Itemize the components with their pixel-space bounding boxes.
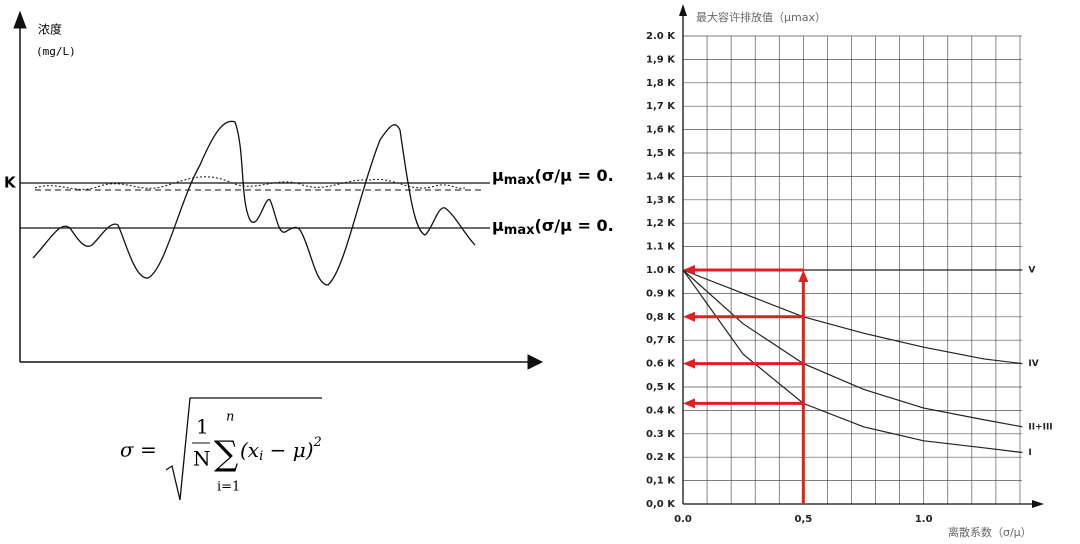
- numerator: 1: [196, 415, 209, 439]
- y-tick-label: 1,7 K: [646, 101, 676, 112]
- red-arrow-head: [683, 358, 695, 369]
- upper: n: [226, 410, 234, 425]
- y-tick-label: 1,6 K: [646, 125, 676, 136]
- y-tick-label: 1,8 K: [646, 78, 676, 89]
- y-tick-label: 1,5 K: [646, 148, 676, 159]
- close: − μ): [263, 438, 313, 462]
- y-tick-label: 0.2 K: [646, 452, 676, 463]
- denominator: N: [193, 447, 211, 471]
- y-tick-label: 0,8 K: [646, 312, 676, 323]
- y-unit: (mg/L): [36, 45, 76, 58]
- sub: max: [504, 173, 535, 188]
- y-tick-label: 0.4 K: [646, 405, 676, 416]
- y-tick-label: 2.0 K: [646, 31, 676, 42]
- plot: 0,0 K 0,1 K 0.2 K 0.3 K 0.4 K 0,5 K 0.6 K 0,7 K…: [646, 4, 1053, 525]
- y-tick-label: 0.9 K: [646, 288, 676, 299]
- series-label: II+III: [1028, 422, 1052, 432]
- line-label: μmax(σ/μ = 0.: [492, 166, 614, 188]
- y-label: 浓度: [38, 22, 62, 37]
- red-arrow-head: [683, 398, 695, 409]
- series-label: IV: [1028, 359, 1038, 369]
- raw-curve: [32, 120, 476, 286]
- k-label: K: [4, 174, 17, 192]
- concentration-diagram: [13, 10, 544, 370]
- red-arrow-head: [683, 311, 695, 322]
- text: (σ/μ = 0.: [535, 166, 614, 185]
- y-tick-label: 1,2 K: [646, 218, 676, 229]
- y-tick-label: 1,3 K: [646, 195, 676, 206]
- lhs: σ =: [120, 438, 157, 462]
- y-tick-label: 0,1 K: [646, 476, 676, 487]
- smooth-curve: [34, 176, 466, 190]
- arrow-head: [679, 4, 687, 16]
- formula: σ = 1 N ∑ n i=1 (xi − μ)2: [120, 397, 322, 501]
- x-tick-label: 0.0: [674, 514, 692, 525]
- series-line: [682, 269, 1023, 428]
- power: 2: [313, 435, 322, 450]
- red-arrow-head: [798, 270, 809, 282]
- y-tick-label: 0.6 K: [646, 359, 676, 370]
- y-tick-label: 0.3 K: [646, 429, 676, 440]
- x-tick-label: 0,5: [794, 514, 812, 525]
- x-label: 离散系数（σ/μ）: [948, 525, 1032, 539]
- series-line: [682, 269, 1023, 454]
- series-line: [682, 269, 1023, 365]
- y-tick-label: 0,7 K: [646, 335, 676, 346]
- y-tick-label: 1.1 K: [646, 242, 676, 253]
- y-tick-label: 1.0 K: [646, 265, 676, 276]
- sum: ∑: [214, 434, 238, 474]
- red-arrow-head: [683, 265, 695, 275]
- arrow-head: [1032, 500, 1044, 508]
- body: (xi − μ)2: [240, 435, 322, 464]
- lower: i=1: [217, 480, 240, 495]
- sqrt: [165, 397, 322, 501]
- chart-title: 最大容许排放值（μmax）: [696, 10, 826, 24]
- mu: μ: [492, 166, 504, 185]
- arrow-head: [13, 10, 27, 29]
- series-label: V: [1028, 266, 1035, 276]
- arrow-head: [527, 354, 544, 370]
- line-label: μmax(σ/μ = 0.: [492, 216, 614, 238]
- y-tick-label: 1,9 K: [646, 54, 676, 65]
- x-tick-label: 1.0: [915, 514, 933, 525]
- text: (σ/μ = 0.: [535, 216, 614, 235]
- mu: μ: [492, 216, 504, 235]
- index: i: [259, 449, 263, 464]
- y-tick-label: 1.4 K: [646, 171, 676, 182]
- y-tick-label: 0,5 K: [646, 382, 676, 393]
- open: (x: [240, 438, 259, 462]
- y-tick-label: 0,0 K: [646, 499, 676, 510]
- sub: max: [504, 223, 535, 238]
- series-label: I: [1028, 448, 1031, 458]
